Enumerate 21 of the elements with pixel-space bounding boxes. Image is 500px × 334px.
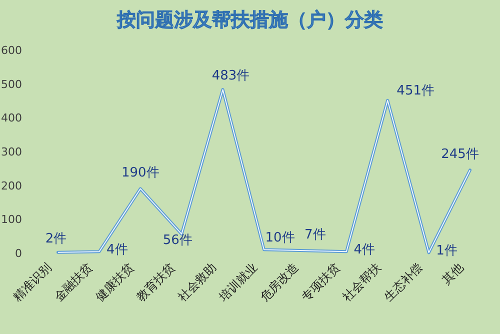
data-label: 245件 xyxy=(441,147,479,162)
data-label: 451件 xyxy=(396,83,435,98)
data-label: 56件 xyxy=(162,233,192,248)
x-tick-label: 生态补偿 xyxy=(381,260,425,304)
y-tick-label: 0 xyxy=(15,247,22,260)
data-label: 10件 xyxy=(265,230,295,246)
data-label: 190件 xyxy=(121,166,160,181)
data-label: 2件 xyxy=(45,231,67,246)
data-label: 4件 xyxy=(354,242,376,258)
y-tick-label: 500 xyxy=(1,78,22,91)
x-tick-label: 其他 xyxy=(439,260,466,288)
y-tick-label: 400 xyxy=(1,112,22,125)
chart-title: 按问题涉及帮扶措施（户）分类 xyxy=(116,9,383,31)
data-label: 483件 xyxy=(212,68,250,84)
data-label: 4件 xyxy=(106,242,128,258)
y-tick-label: 200 xyxy=(1,179,22,192)
y-tick-label: 300 xyxy=(1,146,22,158)
data-label: 1件 xyxy=(436,244,458,259)
y-tick-label: 100 xyxy=(1,213,22,226)
y-tick-label: 600 xyxy=(1,44,22,57)
data-label: 7件 xyxy=(304,228,326,243)
